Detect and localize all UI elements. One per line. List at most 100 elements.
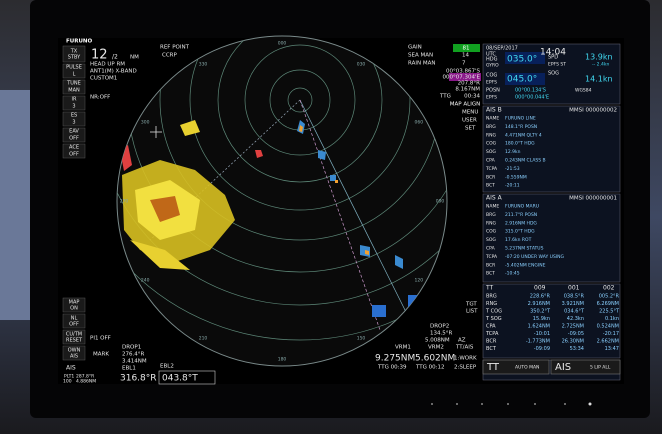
label: EAV (69, 129, 79, 135)
label: NAME (486, 116, 499, 122)
range: 12 (91, 48, 108, 63)
label: 276.4°R (122, 352, 144, 358)
label: OFF (69, 322, 79, 328)
label: AIS B (486, 107, 502, 114)
label: MARK (93, 352, 109, 358)
label: SOG (548, 71, 559, 77)
label: 100 (63, 379, 72, 385)
label: TUNE (66, 81, 81, 87)
label: 5.602NM (415, 354, 455, 364)
label: /2 (112, 54, 118, 61)
label: MENU (462, 110, 478, 116)
label: 134.5°R (430, 331, 452, 337)
label: EBL1 (122, 366, 136, 372)
label: NAME (486, 204, 499, 210)
label: -09:09 (534, 346, 550, 352)
label: TTG 00:12 (415, 365, 444, 371)
label: REF POINT (160, 45, 190, 51)
label: 001 (568, 285, 580, 292)
label: POSN (486, 88, 500, 94)
label: L (73, 72, 76, 78)
label: TTG 00:39 (377, 365, 407, 371)
tt-button (482, 359, 550, 375)
label: 26.30NM (562, 339, 584, 345)
label: TCPA (485, 254, 498, 260)
label: 17.6kn ROT (505, 237, 532, 243)
label: RNG (486, 301, 497, 307)
label: LIST (466, 309, 478, 315)
label: AIS (70, 354, 78, 360)
label: ES (71, 113, 77, 119)
label: 1.624NM (528, 324, 550, 330)
label: 207.8°R (458, 81, 480, 87)
label: ACE (69, 145, 79, 151)
bearing-label: 060 (415, 120, 424, 126)
panel-boxes (482, 43, 621, 381)
label: DROP1 (122, 345, 141, 351)
label: ANT1(M) X-BAND (90, 69, 137, 75)
label: COG (486, 73, 497, 79)
label: SOG (486, 237, 496, 243)
label: BCT (486, 183, 495, 189)
label: 043.8°T (162, 374, 198, 384)
label: FURUNO LINE (505, 116, 536, 122)
label: SPD (548, 55, 558, 61)
label: EPFS ST (548, 62, 566, 68)
label: 316.8°R (120, 374, 157, 384)
label: CCRP (162, 53, 178, 59)
label: COG (486, 141, 497, 147)
hdg-box (505, 52, 545, 64)
label: STBY (68, 55, 81, 61)
label: 12.9kn (505, 149, 521, 155)
ebl2-box (158, 370, 216, 385)
bearing-label: 270 (120, 199, 129, 205)
bearing-label: 120 (415, 278, 424, 284)
left-button-column (62, 45, 86, 361)
label: 00°00.134'S (515, 88, 546, 94)
bearing-label: 180 (278, 357, 287, 363)
label: BCR (486, 174, 495, 180)
label: 005.2°R (599, 294, 620, 300)
label: 225.5°T (599, 309, 620, 315)
label: 14 (462, 53, 469, 59)
map-align-box (449, 73, 481, 81)
label: 14:04 (540, 48, 566, 58)
label: 045.0° (507, 75, 537, 85)
label: CPA (486, 246, 496, 252)
label: 8.167NM (455, 87, 480, 93)
label: -20:17 (603, 331, 619, 337)
label: CU/TM (66, 332, 82, 338)
label: SEA MAN (408, 53, 433, 59)
label: 035.0° (507, 55, 537, 65)
label: 5.237NM STATUS (505, 246, 544, 252)
ais-button (550, 359, 621, 375)
label: -07:20 UNDER WAY USING (505, 254, 565, 260)
label: HEAD UP RM (90, 62, 125, 68)
bearing-label: 300 (141, 120, 150, 126)
label: 034.6°T (564, 309, 585, 315)
label: 7 (462, 61, 466, 67)
label: T SOG (485, 316, 502, 322)
label: AZ (458, 338, 466, 344)
label: 2.916NM (528, 301, 550, 307)
cursor (150, 126, 162, 138)
label: BRG (486, 212, 496, 218)
label: 5.008NM (425, 338, 450, 344)
label: PI1 OFF (90, 336, 111, 342)
label: 000°07.304'E (443, 75, 481, 81)
label: EPFS (486, 80, 497, 86)
label: 2.662NM (597, 339, 619, 345)
label: 5 LIP ALL (590, 365, 611, 371)
label: 148.1°R POSN (505, 124, 537, 130)
brand: FURUNO (66, 39, 93, 45)
label: 350.2°T (530, 309, 551, 315)
label: AIS (555, 362, 571, 373)
indicator-dots (431, 402, 592, 406)
label: VRM1 (395, 345, 411, 351)
radar-disc (116, 35, 448, 367)
label: 2:SLEEP (454, 365, 477, 371)
label: 6.269NM (597, 301, 619, 307)
label: 002 (603, 285, 615, 292)
label: 211.7°R POSN (505, 212, 537, 218)
